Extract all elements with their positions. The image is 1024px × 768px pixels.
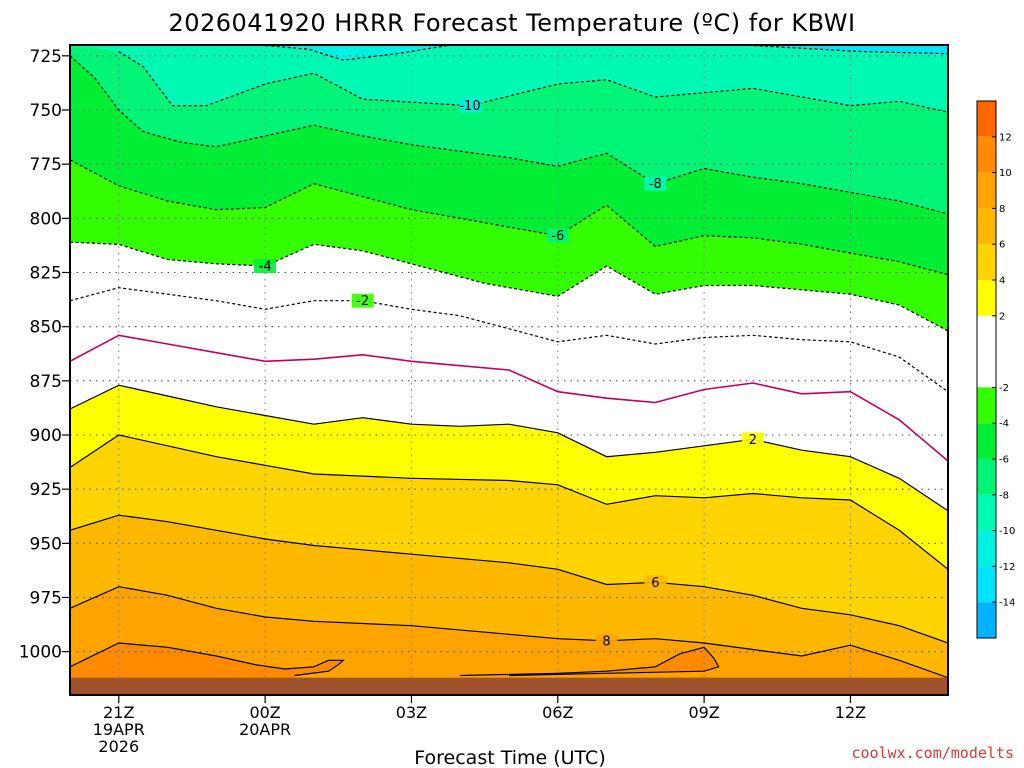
isotherm-minus-8-3: [70, 55, 948, 215]
band-minus-14: [743, 45, 948, 54]
colorbar-band-7: [977, 387, 996, 424]
isotherm-8-11: [70, 586, 948, 679]
colorbar-band-9: [977, 459, 996, 495]
colorbar-label-2: 2: [999, 311, 1005, 322]
colorbar-band-4: [977, 244, 996, 280]
xtick-label-0-2: 2026: [98, 737, 139, 756]
colorbar-band-1: [977, 136, 996, 173]
xtick-label-12-0: 09Z: [688, 703, 719, 722]
label-bg-8: [741, 432, 764, 447]
label-bg-6: [351, 293, 374, 308]
colorbar-band-12: [977, 566, 996, 603]
colorbar-label--14: -14: [999, 598, 1015, 609]
label-bg-2: [458, 98, 481, 113]
colorbar-band-2: [977, 172, 996, 209]
colorbar-label--4: -4: [999, 419, 1009, 430]
isotherm-0-7: [70, 334, 948, 462]
isotherm-label-10: 6: [651, 576, 659, 591]
ytick-label-825: 825: [30, 264, 62, 284]
colorbar-label-8: 8: [999, 204, 1005, 215]
colorbar-label--12: -12: [999, 562, 1015, 573]
colorbar-band-6: [977, 315, 996, 388]
xtick-label-3-0: 00Z: [249, 703, 280, 722]
xtick-label-15-0: 12Z: [835, 703, 866, 722]
xtick-label-9-0: 06Z: [542, 703, 573, 722]
credit-text: coolwx.com/modelts: [851, 744, 1014, 762]
colorbar-label-6: 6: [999, 240, 1005, 251]
label-bg-3: [644, 176, 667, 191]
isotherm-label-5: -4: [259, 260, 272, 275]
plot-frame: [69, 44, 949, 696]
label-bg-5: [254, 259, 277, 273]
isotherm-lines: [70, 45, 948, 679]
xtick-label-0-0: 21Z: [103, 703, 134, 722]
ytick-label-950: 950: [30, 534, 62, 554]
pressure-axis: 725 750 775 800 825 850 875 900 925 950 975 1000: [19, 47, 70, 663]
isotherm-minus-14-1: [743, 45, 948, 55]
ytick-label-725: 725: [30, 47, 62, 67]
isotherm-label-2: -10: [459, 99, 480, 114]
colorbar-label--2: -2: [999, 383, 1009, 394]
isotherm-6-10: [70, 514, 948, 644]
ytick-label-975: 975: [30, 589, 62, 609]
colorbar: 12 10 8 6 4 2 -2 -4 -6 -8 -10 -12 -14: [976, 100, 1015, 639]
chart-title: 2026041920 HRRR Forecast Temperature (ºC…: [168, 9, 855, 37]
isotherm-label-3: -8: [649, 177, 662, 192]
colorbar-band-5: [977, 280, 996, 316]
ytick-label-775: 775: [30, 155, 62, 175]
band-minus-12: [260, 45, 451, 61]
isotherm-label-11: 8: [602, 634, 610, 649]
isotherm-10-13: [460, 646, 720, 677]
colorbar-band-3: [977, 208, 996, 245]
ytick-label-875: 875: [30, 372, 62, 392]
band-above--10: [70, 45, 948, 113]
colorbar-label--6: -6: [999, 455, 1009, 466]
colorbar-label-4: 4: [999, 276, 1005, 287]
colorbar-label-12: 12: [999, 132, 1012, 143]
ytick-label-925: 925: [30, 480, 62, 500]
label-bg-10: [644, 575, 667, 590]
colorbar-label--8: -8: [999, 490, 1009, 501]
ytick-label-800: 800: [30, 209, 62, 229]
colorbar-frame: [976, 100, 997, 639]
label-bg-11: [595, 633, 618, 648]
isotherm-label-4: -6: [551, 229, 564, 244]
colorbar-band-10: [977, 494, 996, 531]
isotherm-10-12: [70, 642, 345, 677]
isotherm-labels: -10 -8 -6 -4 -2 2 6 8: [254, 98, 764, 649]
isotherm-minus-2-6: [70, 287, 948, 393]
colorbar-label-10: 10: [999, 168, 1012, 179]
ytick-label-900: 900: [30, 426, 62, 446]
grid-lines: [70, 45, 948, 695]
isotherm-label-8: 2: [749, 433, 757, 448]
ground-layer: [70, 677, 948, 695]
colorbar-band-0: [977, 101, 996, 137]
isotherm-2-8: [70, 384, 948, 512]
isotherm-minus-4-5: [70, 241, 948, 332]
colorbar-band-11: [977, 530, 996, 567]
colorbar-label--10: -10: [999, 526, 1015, 537]
ground-fill: [70, 677, 948, 695]
ytick-label-1000: 1000: [19, 643, 62, 663]
x-axis-label: Forecast Time (UTC): [414, 747, 605, 768]
ytick-label-750: 750: [30, 101, 62, 121]
colorbar-band-8: [977, 423, 996, 459]
band-10-to-12-1: [460, 647, 719, 676]
isotherm-4-9: [70, 434, 948, 570]
isotherm-minus-10-2: [118, 50, 948, 113]
temperature-fill: [70, 45, 948, 695]
xtick-label-0-1: 19APR: [93, 720, 145, 739]
ytick-label-850: 850: [30, 318, 62, 338]
isotherm-minus-12-0: [260, 45, 451, 61]
xtick-label-3-1: 20APR: [239, 720, 291, 739]
colorbar-band-13: [977, 602, 996, 638]
xtick-label-6-0: 03Z: [396, 703, 427, 722]
label-bg-4: [546, 228, 569, 243]
isotherm-label-6: -2: [356, 294, 369, 309]
